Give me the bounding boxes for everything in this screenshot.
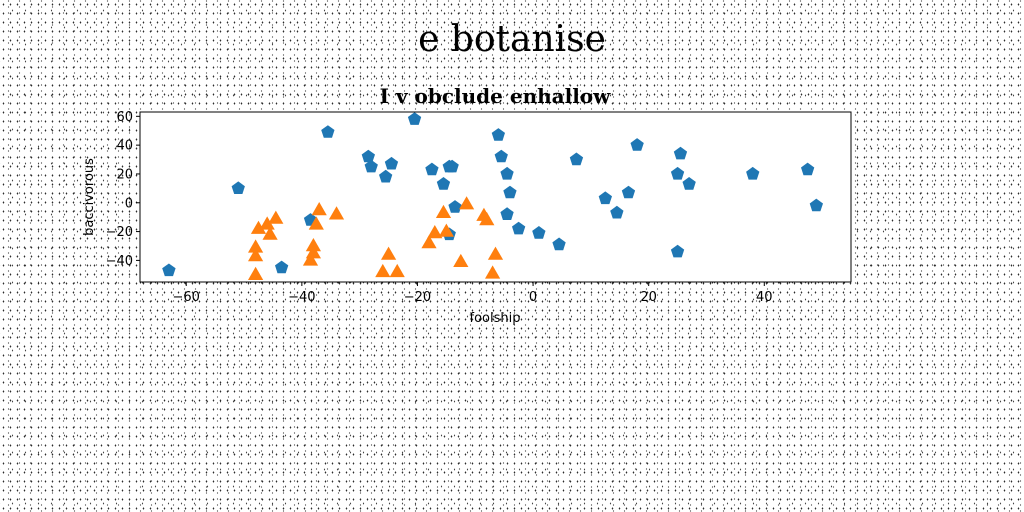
series-1-point: [438, 223, 454, 237]
series-0-point: [621, 185, 636, 199]
series-0-point: [491, 128, 505, 141]
series-0-point: [670, 244, 685, 258]
series-0-point: [500, 166, 514, 180]
series-0-point: [598, 191, 612, 205]
x-tick-label: −60: [173, 290, 200, 305]
series-1-point: [259, 216, 275, 230]
series-0-point: [494, 149, 508, 163]
series-0-point: [552, 237, 566, 251]
series-0-point: [231, 181, 245, 194]
series-0-point: [407, 112, 422, 125]
series-1-point: [389, 263, 405, 278]
series-0-point: [801, 162, 815, 176]
series-0-point: [569, 152, 584, 166]
series-1-point: [427, 225, 443, 239]
series-0-point: [610, 205, 624, 219]
series-0-point: [436, 177, 451, 190]
series-1-point: [328, 206, 345, 220]
series-0-point: [275, 260, 289, 274]
series-0-point: [361, 149, 375, 163]
series-0-point: [670, 166, 685, 180]
y-tick-label: 0: [125, 196, 133, 211]
x-tick-label: 40: [756, 290, 773, 305]
x-tick-label: 0: [529, 290, 537, 305]
y-tick-label: 40: [116, 139, 133, 154]
series-1-point: [485, 265, 501, 279]
series-0-point: [500, 207, 514, 220]
series-1-point: [248, 266, 264, 280]
series-1-point: [250, 220, 267, 234]
x-tick-label: −40: [288, 290, 315, 305]
x-axis-label: foolship: [470, 311, 521, 326]
series-1-point: [268, 210, 284, 224]
y-axis-label: baccivorous: [82, 158, 97, 236]
x-tick-label: −20: [404, 290, 431, 305]
series-0-point: [379, 169, 393, 183]
series-0-point: [445, 159, 459, 173]
series-0-point: [532, 226, 546, 239]
series-1-point: [305, 245, 321, 259]
series-0-point: [364, 159, 378, 173]
y-tick-label: 20: [116, 167, 133, 182]
y-tick-label: 60: [116, 110, 133, 125]
series-0-point: [448, 200, 462, 213]
series-0-point: [673, 146, 688, 160]
series-0-point: [746, 166, 760, 180]
data-points: [162, 112, 823, 280]
x-axis: −60 −40 −20 0 20 40: [173, 282, 773, 305]
x-tick-label: 20: [640, 290, 657, 305]
series-1-point: [487, 246, 504, 260]
series-0-point: [630, 138, 644, 151]
series-1-point: [453, 253, 469, 267]
series-0-point: [512, 221, 526, 235]
series-1-point: [248, 239, 264, 253]
y-axis: −40 −20 0 20 40 60: [106, 110, 140, 269]
series-0-point: [425, 162, 439, 176]
series-0-point: [809, 198, 823, 212]
series-1-point: [311, 201, 327, 216]
series-0-point: [384, 156, 399, 170]
series-0-point: [682, 177, 696, 190]
series-0-point: [321, 125, 335, 138]
series-1-point: [302, 252, 319, 266]
figure-suptitle: e botanise: [418, 19, 606, 60]
series-0-point: [503, 185, 517, 199]
series-1-point: [435, 204, 452, 218]
chart-title: I v obclude enhallow: [380, 84, 612, 108]
series-0-point: [162, 263, 176, 277]
y-tick-label: −40: [106, 254, 133, 269]
series-1-point: [479, 212, 495, 226]
series-1-point: [262, 226, 278, 240]
series-1-point: [421, 235, 437, 249]
series-1-point: [381, 246, 397, 260]
y-tick-label: −20: [106, 225, 133, 240]
series-1-point: [459, 196, 475, 210]
series-1-point: [305, 237, 321, 252]
plot-frame: [139, 111, 852, 283]
series-1-point: [308, 216, 324, 230]
series-1-point: [375, 263, 391, 278]
series-1-point: [248, 248, 264, 262]
